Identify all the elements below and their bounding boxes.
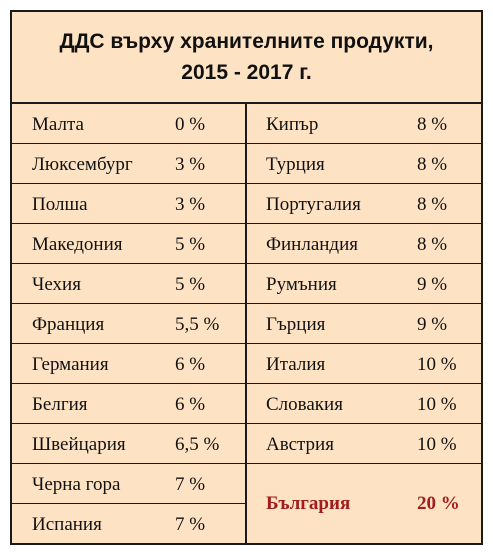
vat-rate: 8 % [417, 234, 448, 255]
table-row: Кипър 8 % [247, 104, 481, 144]
vat-rate: 9 % [417, 274, 448, 295]
table-row: Испания 7 % [12, 504, 245, 544]
vat-rate: 7 % [175, 514, 206, 535]
vat-table-panel: ДДС върху хранителните продукти, 2015 - … [10, 10, 483, 545]
vat-rate: 7 % [175, 474, 206, 495]
table-row: Германия 6 % [12, 344, 245, 384]
table-row: Италия 10 % [247, 344, 481, 384]
table-row: Полша 3 % [12, 184, 245, 224]
country-name: Австрия [266, 434, 334, 455]
table-row: Португалия 8 % [247, 184, 481, 224]
country-name: Люксембург [32, 154, 133, 175]
country-name: Германия [32, 354, 109, 375]
vat-rate: 10 % [417, 394, 457, 415]
country-name: Турция [266, 154, 325, 175]
country-name: Македония [32, 234, 123, 255]
country-name: Полша [32, 194, 88, 215]
table-row: Чехия 5 % [12, 264, 245, 304]
vat-rate: 6 % [175, 354, 206, 375]
country-name: Белгия [32, 394, 88, 415]
country-name: Франция [32, 314, 105, 335]
table-row: Черна гора 7 % [12, 464, 245, 504]
country-name: Швейцария [32, 434, 126, 455]
country-name: Чехия [32, 274, 81, 295]
table-row: Люксембург 3 % [12, 144, 245, 184]
vat-rate: 8 % [417, 194, 448, 215]
table-row: Финландия 8 % [247, 224, 481, 264]
highlight-row-bulgaria: България 20 % [247, 464, 481, 543]
country-name: Испания [32, 514, 102, 535]
vat-rate: 5 % [175, 274, 206, 295]
highlight-country: България [266, 493, 351, 514]
left-column: Малта 0 % Люксембург 3 % Полша 3 % Македония 5 … [12, 104, 247, 543]
table-row: Гърция 9 % [247, 304, 481, 344]
vat-rate: 9 % [417, 314, 448, 335]
table-row: Белгия 6 % [12, 384, 245, 424]
table-row: Австрия 10 % [247, 424, 481, 464]
country-name: Гърция [266, 314, 326, 335]
country-name: Румъния [266, 274, 337, 295]
title-line-1: ДДС върху хранителните продукти, [59, 30, 434, 53]
vat-rate: 3 % [175, 154, 206, 175]
table-row: Македония 5 % [12, 224, 245, 264]
vat-rate: 3 % [175, 194, 206, 215]
table-row: Франция 5,5 % [12, 304, 245, 344]
title-line-2: 2015 - 2017 г. [181, 61, 312, 84]
vat-rate: 6,5 % [175, 434, 220, 455]
country-name: Италия [266, 354, 326, 375]
country-name: Словакия [266, 394, 343, 415]
table-row: Словакия 10 % [247, 384, 481, 424]
country-name: Кипър [266, 114, 319, 135]
vat-rate: 0 % [175, 114, 206, 135]
table-row: Румъния 9 % [247, 264, 481, 304]
country-name: Финландия [266, 234, 359, 255]
vat-rate: 8 % [417, 114, 448, 135]
country-name: Португалия [266, 194, 361, 215]
country-name: Малта [32, 114, 84, 135]
vat-table: Малта 0 % Люксембург 3 % Полша 3 % Македония 5 … [12, 102, 481, 543]
vat-rate: 6 % [175, 394, 206, 415]
table-row: Малта 0 % [12, 104, 245, 144]
right-column: България 20 % Кипър 8 % Турция 8 % Португали… [247, 104, 481, 543]
table-title: ДДС върху хранителните продукти, 2015 - … [12, 12, 481, 102]
table-row: Швейцария 6,5 % [12, 424, 245, 464]
vat-rate: 8 % [417, 154, 448, 175]
vat-rate: 10 % [417, 354, 457, 375]
vat-rate: 5 % [175, 234, 206, 255]
vat-rate: 5,5 % [175, 314, 220, 335]
highlight-rate: 20 % [417, 493, 460, 514]
vat-rate: 10 % [417, 434, 457, 455]
country-name: Черна гора [32, 474, 121, 495]
table-row: Турция 8 % [247, 144, 481, 184]
